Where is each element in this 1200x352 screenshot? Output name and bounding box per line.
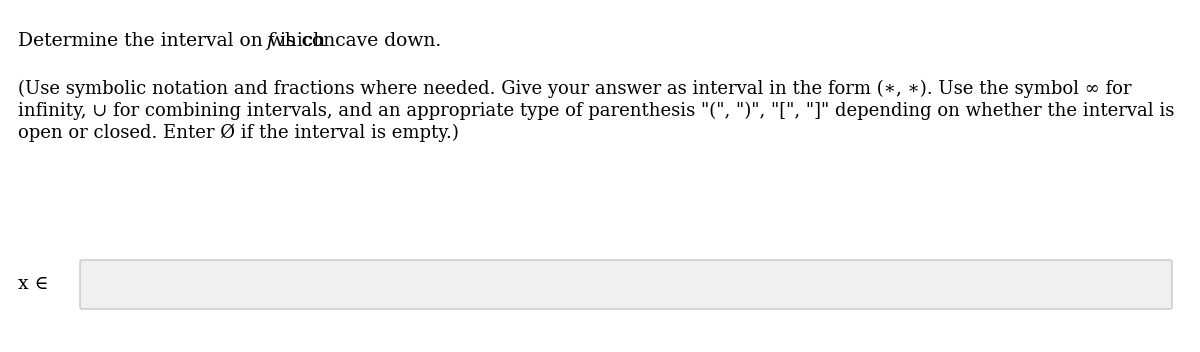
Text: (Use symbolic notation and fractions where needed. Give your answer as interval : (Use symbolic notation and fractions whe…: [18, 80, 1132, 98]
FancyBboxPatch shape: [80, 260, 1172, 309]
Text: open or closed. Enter Ø if the interval is empty.): open or closed. Enter Ø if the interval …: [18, 124, 458, 142]
Text: f: f: [266, 32, 274, 50]
Text: is concave down.: is concave down.: [274, 32, 442, 50]
Text: x ∈: x ∈: [18, 275, 48, 293]
Text: Determine the interval on which: Determine the interval on which: [18, 32, 331, 50]
Text: infinity, ∪ for combining intervals, and an appropriate type of parenthesis "(",: infinity, ∪ for combining intervals, and…: [18, 102, 1175, 120]
